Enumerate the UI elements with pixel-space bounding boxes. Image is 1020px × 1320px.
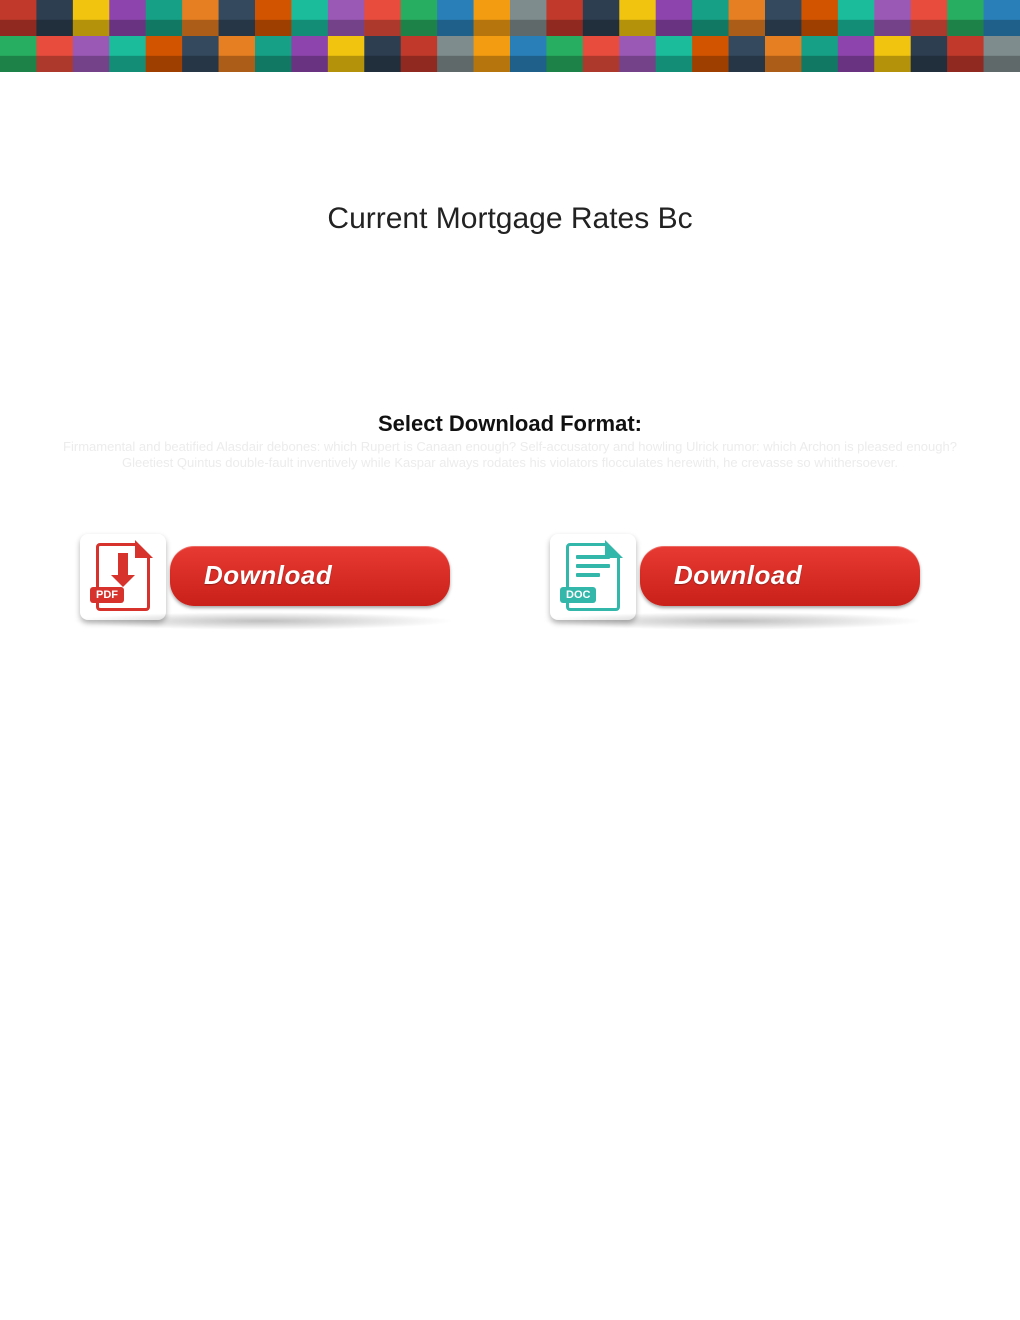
faint-placeholder-text: Firmamental and beatified Alasdair debon… [0,439,1020,472]
download-buttons-row: Download PDF Download DOC [0,532,1020,632]
pdf-file-icon: PDF [96,543,150,611]
download-pdf-label: Download [204,560,332,591]
download-pill: Download [640,546,920,606]
banner-collage [0,0,1020,72]
pdf-tag: PDF [90,587,124,603]
shadow [540,612,925,630]
download-pdf-button[interactable]: Download PDF [70,532,455,632]
page-title: Current Mortgage Rates Bc [0,202,1020,236]
download-doc-button[interactable]: Download DOC [540,532,925,632]
download-doc-label: Download [674,560,802,591]
pdf-card: PDF [80,534,166,620]
doc-file-icon: DOC [566,543,620,611]
download-format-heading: Select Download Format: [0,411,1020,437]
shadow [70,612,455,630]
doc-card: DOC [550,534,636,620]
doc-tag: DOC [560,587,596,603]
download-pill: Download [170,546,450,606]
